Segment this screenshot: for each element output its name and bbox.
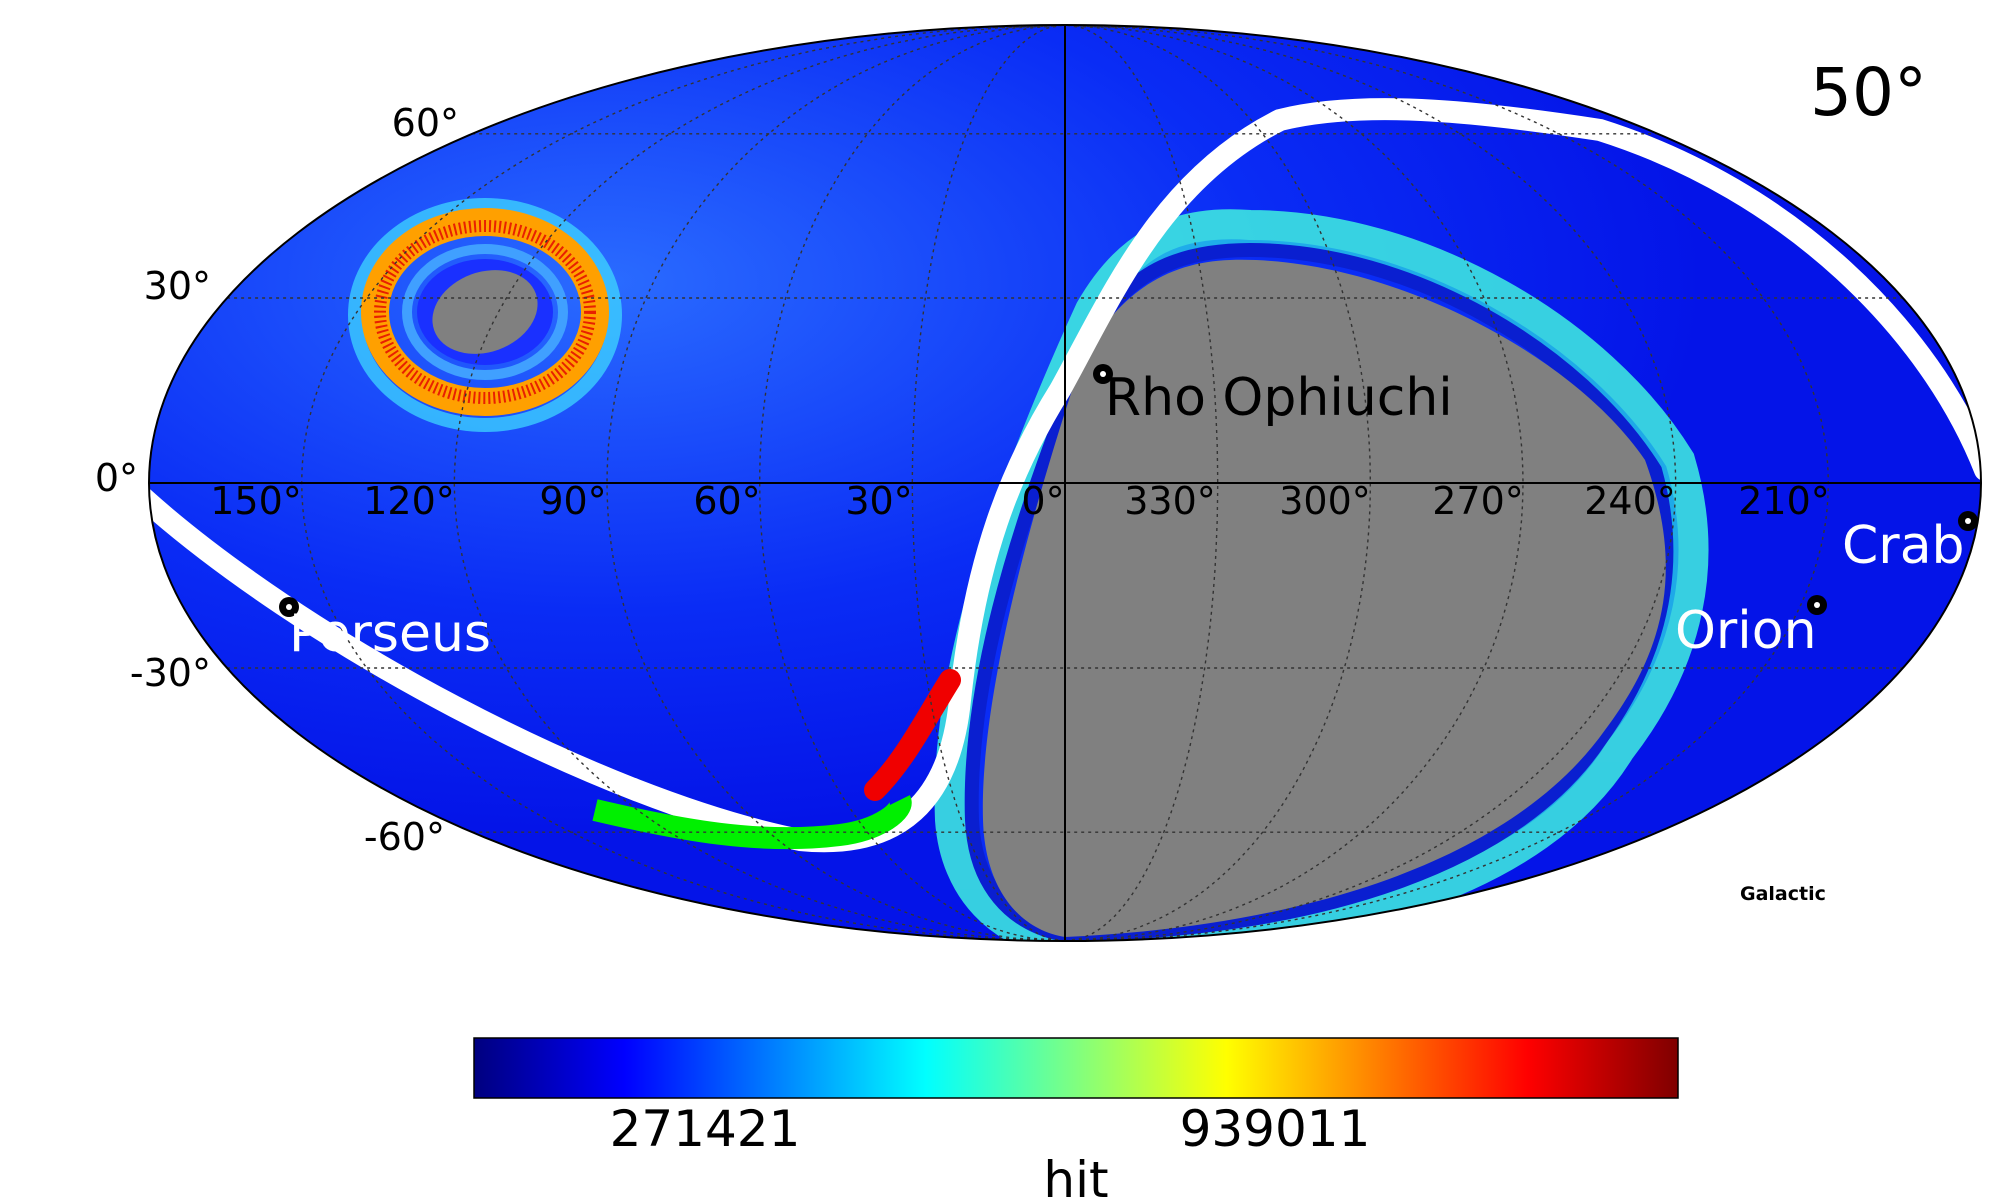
lon-label-330: 330° — [1124, 479, 1216, 523]
source-label-perseus: Perseus — [289, 604, 491, 664]
source-marker-crab — [1958, 511, 1978, 531]
meridian-line — [1064, 25, 1372, 941]
colorbar-gradient — [473, 1037, 1679, 1099]
lat-label-30: 30° — [144, 264, 211, 308]
meridian-line — [911, 25, 1066, 941]
lat-label-60: 60° — [392, 101, 459, 145]
coordinate-frame-label: Galactic — [1740, 883, 1826, 905]
source-label-orion: Orion — [1675, 601, 1817, 661]
lon-label-150: 150° — [210, 479, 302, 523]
lon-label-240: 240° — [1584, 479, 1676, 523]
lat-label-minus-30: -30° — [130, 651, 211, 695]
excluded-region — [982, 259, 1666, 937]
colorbar-tick-label-high: 939011 — [1180, 1100, 1371, 1158]
colorbar-tick-label-low: 271421 — [610, 1100, 801, 1158]
mollweide-map — [149, 25, 1981, 941]
source-label-crab: Crab — [1842, 516, 1965, 576]
map-outline — [148, 24, 1982, 942]
lat-label-minus-60: -60° — [364, 815, 445, 859]
colorbar: 271421 939011 hit — [473, 1037, 1679, 1201]
angle-label: 50° — [1810, 54, 1927, 131]
lon-label-30: 30° — [845, 479, 912, 523]
source-labels: Rho Ophiuchi Perseus Orion Crab — [289, 368, 1965, 664]
hotspot-ring-inner — [402, 244, 568, 380]
latitude-labels: 60° 30° 0° -30° -60° — [95, 101, 459, 859]
lon-label-90: 90° — [539, 479, 606, 523]
scan-path-red — [864, 669, 961, 801]
meridian-line — [1064, 25, 1219, 941]
scan-path-white — [149, 98, 1981, 853]
lon-label-120: 120° — [363, 479, 455, 523]
hotspot-excluded — [432, 270, 538, 354]
source-label-rho-ophiuchi: Rho Ophiuchi — [1105, 368, 1453, 428]
source-marker-orion — [1807, 595, 1827, 615]
source-marker-rho-ophiuchi — [1093, 364, 1113, 384]
lat-label-0: 0° — [95, 456, 138, 500]
lon-label-210: 210° — [1738, 479, 1830, 523]
hotspot-ring-red — [374, 220, 596, 404]
source-marker-perseus — [279, 597, 299, 617]
source-markers — [279, 364, 1978, 617]
hotspot-ring-outer — [348, 198, 622, 432]
lon-label-0: 0° — [1021, 479, 1064, 523]
lon-label-270: 270° — [1432, 479, 1524, 523]
lon-label-300: 300° — [1279, 479, 1371, 523]
meridian-line — [758, 25, 1066, 941]
longitude-labels: 150° 120° 90° 60° 30° 0° 330° 300° 270° … — [210, 479, 1830, 523]
colorbar-label: hit — [1043, 1151, 1108, 1201]
lon-label-60: 60° — [693, 479, 760, 523]
